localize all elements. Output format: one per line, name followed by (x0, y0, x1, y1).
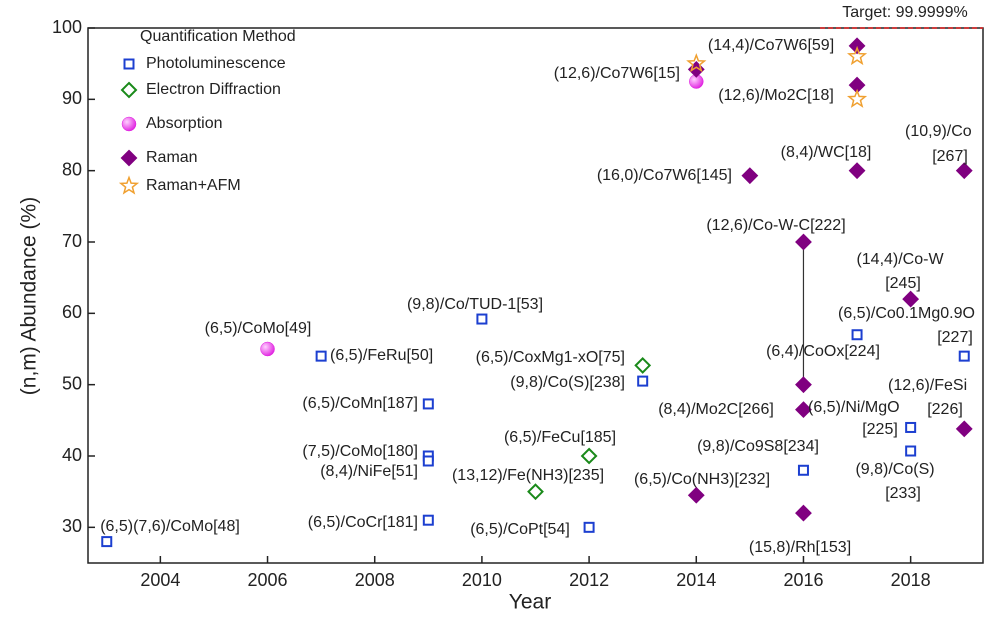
point (634, 356, 652, 374)
legend-marker (120, 149, 138, 167)
point (687, 486, 705, 504)
x-tick-label: 2008 (355, 570, 395, 590)
y-tick-label: 100 (52, 17, 82, 37)
annotation: (9,8)/Co(S) (855, 461, 934, 478)
point (422, 514, 434, 526)
annotation: [225] (862, 421, 898, 438)
annotation: [226] (927, 401, 963, 418)
point (846, 88, 868, 108)
point (583, 521, 595, 533)
x-tick-label: 2010 (462, 570, 502, 590)
point (795, 504, 812, 522)
annotation: [245] (885, 275, 921, 292)
annotation: (9,8)/Co9S8[234] (697, 438, 819, 455)
x-tick-label: 2006 (248, 570, 288, 590)
annotation: (6,5)/CoPt[54] (470, 521, 570, 538)
annotation: [267] (932, 148, 968, 165)
legend-marker (121, 116, 137, 132)
annotation: (6,4)/CoOx[224] (766, 343, 880, 360)
annotation: (14,4)/Co7W6[59] (708, 37, 834, 54)
annotation: (16,0)/Co7W6[145] (597, 167, 732, 184)
y-tick-label: 30 (62, 516, 82, 536)
annotation: (6,5)/FeCu[185] (504, 429, 616, 446)
point (848, 37, 866, 55)
y-tick-label: 80 (62, 159, 82, 179)
annotation: (8,4)/WC[18] (781, 144, 872, 161)
annotation: (15,8)/Rh[153] (749, 539, 851, 556)
legend-label: Raman (146, 149, 198, 166)
annotation: (6,5)/FeRu[50] (330, 347, 433, 364)
annotation: (9,8)/Co/TUD-1[53] (407, 296, 543, 313)
point (580, 447, 598, 465)
annotation: (12,6)/Mo2C[18] (718, 87, 834, 104)
point (955, 420, 973, 438)
annotation: (13,12)/Fe(NH3)[235] (452, 467, 604, 484)
point (797, 464, 809, 476)
point (955, 162, 973, 180)
point (686, 53, 707, 73)
annotation: (14,4)/Co-W (856, 251, 944, 268)
legend-label: Raman+AFM (146, 177, 241, 194)
y-tick-label: 70 (62, 231, 82, 251)
point (527, 483, 544, 501)
point (958, 350, 970, 362)
annotation: [233] (885, 485, 921, 502)
point (741, 167, 759, 185)
plot-frame (87, 27, 984, 564)
point (101, 536, 113, 548)
point (315, 350, 327, 362)
point (851, 329, 863, 341)
annotation: (6,5)/Co(NH3)[232] (634, 471, 770, 488)
annotation: (10,9)/Co (905, 123, 972, 140)
x-tick-label: 2014 (676, 570, 716, 590)
annotation: (6,5)/CoMo[49] (205, 320, 312, 337)
point (260, 341, 275, 357)
annotation: (9,8)/Co(S)[238] (510, 374, 625, 391)
legend-marker (123, 58, 135, 70)
y-tick-label: 90 (62, 88, 82, 108)
point (637, 375, 649, 387)
point (902, 290, 920, 308)
annotation: (6,5)/Co0.1Mg0.9O (838, 305, 975, 322)
point (422, 398, 434, 410)
legend-marker (120, 81, 138, 99)
point (422, 455, 434, 467)
point (848, 162, 866, 180)
annotation: (6,5)(7,6)/CoMo[48] (100, 518, 240, 535)
point (795, 233, 812, 251)
annotation: (8,4)/NiFe[51] (320, 463, 418, 480)
point (476, 313, 488, 325)
x-tick-label: 2018 (891, 570, 931, 590)
target-label: Target: 99.9999% (842, 4, 967, 21)
annotation: (12,6)/Co7W6[15] (554, 65, 680, 82)
x-tick-label: 2016 (783, 570, 823, 590)
legend-label: Photoluminescence (146, 55, 286, 72)
y-tick-label: 50 (62, 373, 82, 393)
legend-label: Electron Diffraction (146, 81, 281, 98)
point (905, 421, 917, 433)
point (905, 445, 917, 457)
y-tick-label: 60 (62, 302, 82, 322)
annotation: (8,4)/Mo2C[266] (658, 401, 774, 418)
annotation: (12,6)/FeSi (888, 377, 967, 394)
y-axis-label: (n,m) Abundance (%) (18, 197, 41, 395)
x-axis-label: Year (509, 591, 551, 614)
legend-label: Absorption (146, 115, 223, 132)
point (846, 45, 868, 66)
annotation: (12,6)/Co-W-C[222] (706, 217, 845, 234)
annotation: [227] (937, 329, 973, 346)
legend-marker (118, 175, 140, 195)
x-tick-label: 2012 (569, 570, 609, 590)
annotation: (6,5)/CoMn[187] (302, 395, 418, 412)
y-tick-label: 40 (62, 445, 82, 465)
annotation: (7,5)/CoMo[180] (302, 443, 418, 460)
annotation: (6,5)/Ni/MgO (808, 399, 900, 416)
x-tick-label: 2004 (140, 570, 180, 590)
annotation: (6,5)/CoCr[181] (308, 514, 418, 531)
point (795, 401, 812, 419)
annotation: (6,5)/CoxMg1-xO[75] (476, 349, 625, 366)
legend-title: Quantification Method (140, 28, 296, 45)
point (795, 376, 812, 394)
